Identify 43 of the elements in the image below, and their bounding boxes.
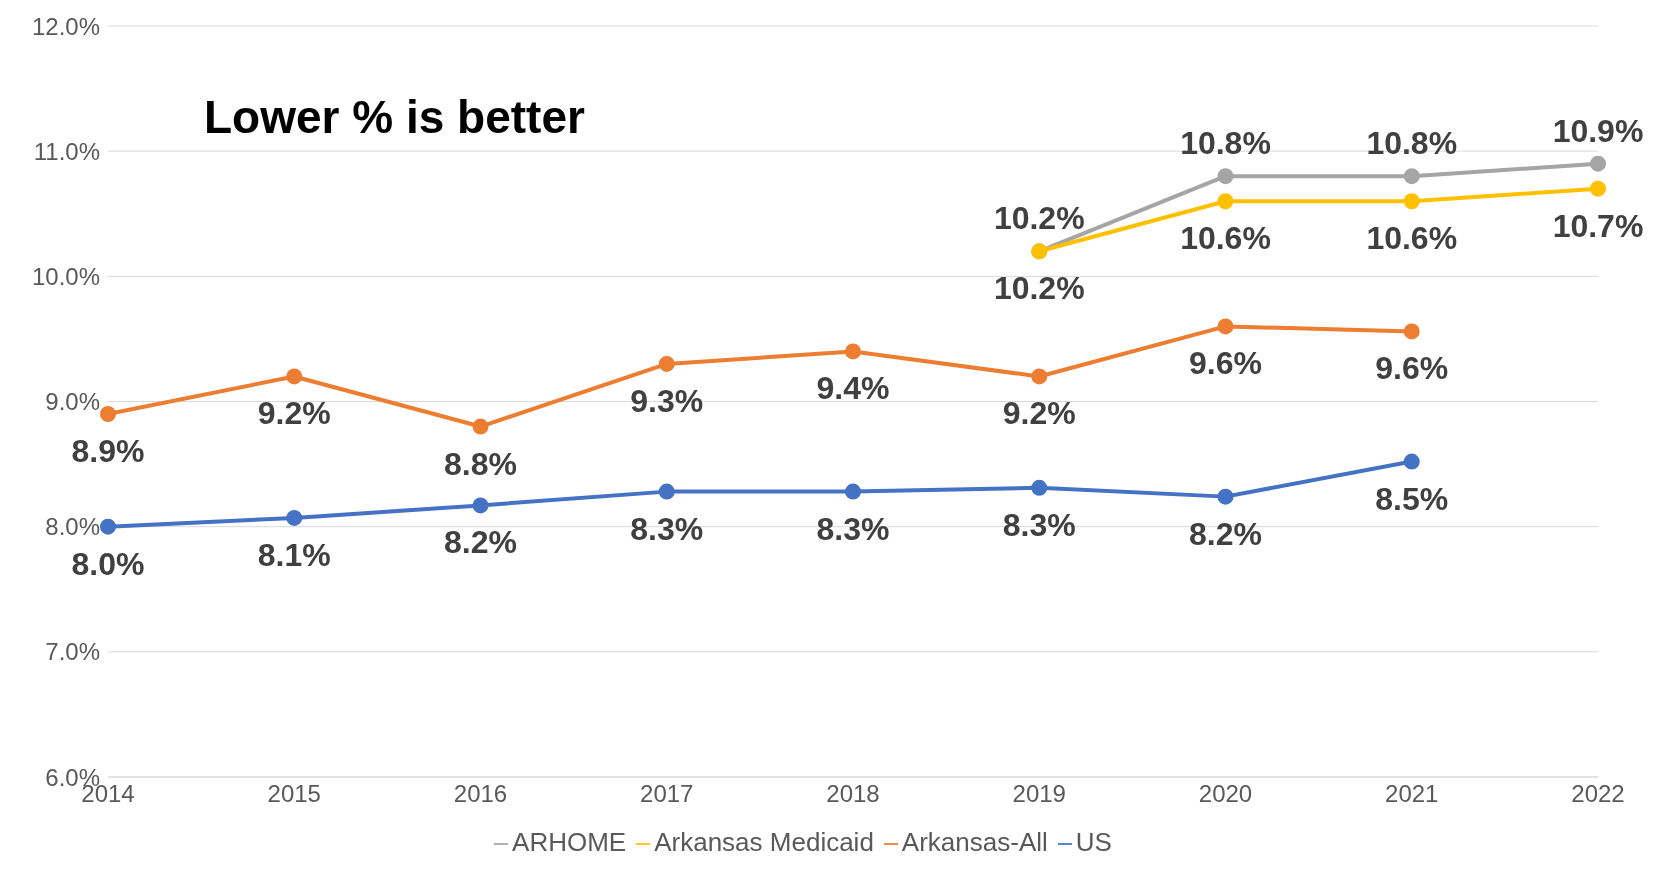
data-label: 8.5% — [1375, 480, 1449, 517]
data-label: 10.2% — [993, 270, 1085, 307]
y-tick-label: 12.0% — [31, 12, 100, 40]
data-label: 8.3% — [630, 510, 704, 547]
data-label: 8.1% — [257, 536, 331, 573]
legend-label: Arkansas-All — [901, 827, 1048, 857]
y-tick-label: 11.0% — [33, 137, 100, 165]
y-tick-label: 10.0% — [31, 262, 100, 290]
data-label: 10.7% — [1552, 207, 1644, 244]
data-label: 8.2% — [444, 524, 517, 561]
x-tick-label: 2018 — [826, 780, 880, 808]
data-label: 10.2% — [993, 200, 1085, 237]
legend-label: US — [1075, 827, 1112, 857]
data-label: 8.0% — [71, 545, 145, 582]
data-label: 9.3% — [630, 382, 704, 419]
data-label: 9.2% — [257, 395, 331, 432]
data-label: 8.3% — [1002, 506, 1076, 543]
data-label: 9.6% — [1189, 345, 1262, 382]
x-tick-label: 2016 — [453, 780, 508, 808]
legend-label: Arkansas Medicaid — [654, 827, 874, 857]
data-label: 8.9% — [71, 433, 145, 470]
data-label: 9.6% — [1375, 350, 1449, 387]
x-tick-label: 2015 — [267, 780, 321, 808]
data-label: 10.6% — [1180, 220, 1271, 257]
data-label: 8.3% — [816, 510, 890, 547]
data-label: 10.9% — [1552, 112, 1644, 149]
x-tick-label: 2017 — [640, 780, 694, 808]
data-label: 9.4% — [816, 370, 890, 407]
data-label: 8.2% — [1189, 515, 1262, 552]
legend-label: ARHOME — [512, 827, 627, 857]
data-label: 8.8% — [444, 445, 517, 482]
data-label: 10.8% — [1366, 125, 1458, 162]
data-label: 10.8% — [1180, 125, 1271, 162]
data-label: 10.6% — [1366, 220, 1458, 257]
x-tick-label: 2020 — [1198, 780, 1253, 808]
data-label: 9.2% — [1002, 395, 1076, 432]
y-tick-label: 9.0% — [45, 388, 100, 416]
y-tick-label: 7.0% — [45, 638, 100, 666]
x-tick-label: 2021 — [1385, 780, 1439, 808]
x-tick-label: 2022 — [1571, 780, 1625, 808]
y-tick-label: 8.0% — [45, 513, 100, 541]
x-tick-label: 2019 — [1012, 780, 1066, 808]
annotation: Lower % is better — [204, 90, 585, 144]
